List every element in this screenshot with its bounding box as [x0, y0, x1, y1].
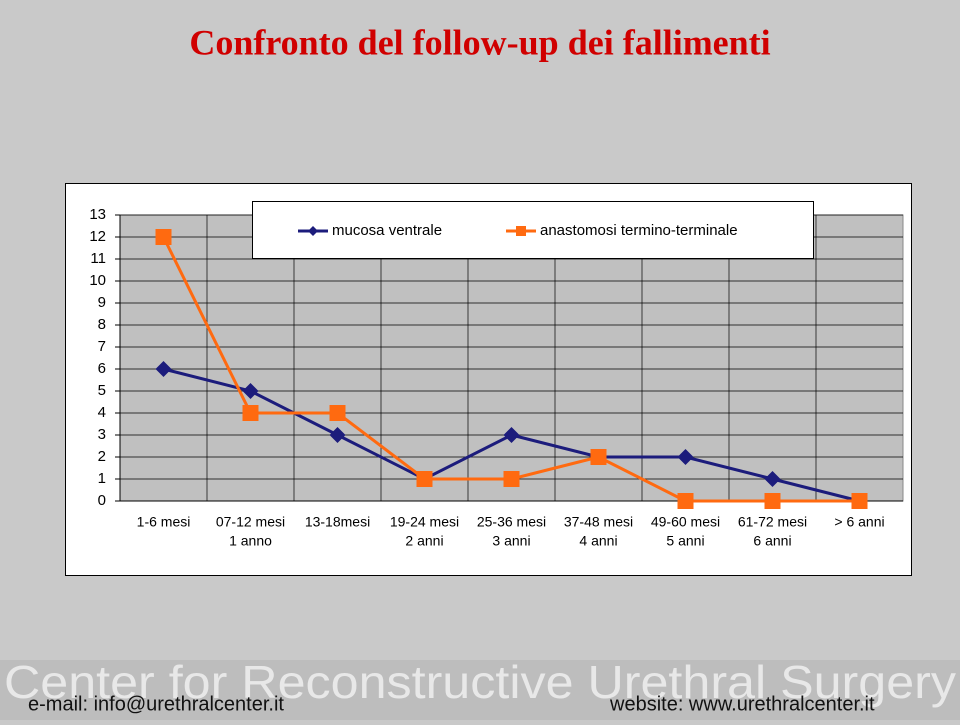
y-tick-label: 12: [89, 228, 106, 245]
y-tick-label: 4: [98, 404, 106, 421]
y-tick-label: 7: [98, 338, 106, 355]
x-tick-label: 61-72 mesi: [738, 514, 807, 530]
y-tick-label: 5: [98, 382, 106, 399]
x-tick-label: 13-18mesi: [305, 514, 370, 530]
x-tick-label: 25-36 mesi: [477, 514, 546, 530]
x-tick-label: 1-6 mesi: [137, 514, 191, 530]
y-tick-label: 6: [98, 360, 106, 377]
y-tick-label: 8: [98, 316, 106, 333]
marker: [503, 471, 520, 487]
x-tick-label: 07-12 mesi: [216, 514, 285, 530]
marker: [677, 449, 694, 465]
x-tick-label: > 6 anni: [834, 514, 884, 530]
marker: [590, 449, 607, 465]
x-tick-label: 49-60 mesi: [651, 514, 720, 530]
x-tick-label: 4 anni: [579, 533, 617, 549]
marker: [155, 229, 172, 245]
marker: [503, 427, 520, 443]
slide-title: Confronto del follow-up dei fallimenti: [189, 22, 770, 62]
y-tick-label: 3: [98, 426, 106, 443]
marker: [155, 361, 172, 377]
y-tick-label: 13: [89, 206, 106, 223]
footer-website: website: www.urethralcenter.it: [609, 693, 875, 715]
y-tick-label: 11: [90, 250, 106, 267]
marker: [677, 493, 694, 509]
y-tick-label: 10: [89, 272, 106, 289]
y-tick-label: 0: [98, 492, 106, 509]
legend-label: mucosa ventrale: [332, 222, 442, 239]
x-tick-label: 5 anni: [666, 533, 704, 549]
marker: [329, 427, 346, 443]
marker: [516, 226, 526, 236]
footer-banner: Center for Reconstructive Urethral Surge…: [4, 656, 956, 708]
footer-email: e-mail: info@urethralcenter.it: [28, 693, 284, 715]
x-tick-label: 1 anno: [229, 533, 272, 549]
marker: [329, 405, 346, 421]
legend: mucosa ventrale anastomosi termino-termin…: [252, 201, 814, 259]
x-tick-label: 6 anni: [753, 533, 791, 549]
marker: [764, 493, 781, 509]
marker: [851, 493, 868, 509]
x-tick-label: 37-48 mesi: [564, 514, 633, 530]
footer-band: [0, 660, 960, 720]
y-tick-label: 9: [98, 294, 106, 311]
y-tick-label: 2: [98, 448, 106, 465]
marker: [764, 471, 781, 487]
marker: [242, 405, 259, 421]
x-tick-label: 19-24 mesi: [390, 514, 459, 530]
x-tick-label: 3 anni: [492, 533, 530, 549]
marker: [242, 383, 259, 399]
x-tick-label: 2 anni: [405, 533, 443, 549]
marker: [308, 226, 318, 236]
marker: [416, 471, 433, 487]
plot: [155, 229, 868, 509]
y-tick-label: 1: [98, 470, 106, 487]
legend-label: anastomosi termino-terminale: [540, 222, 738, 239]
